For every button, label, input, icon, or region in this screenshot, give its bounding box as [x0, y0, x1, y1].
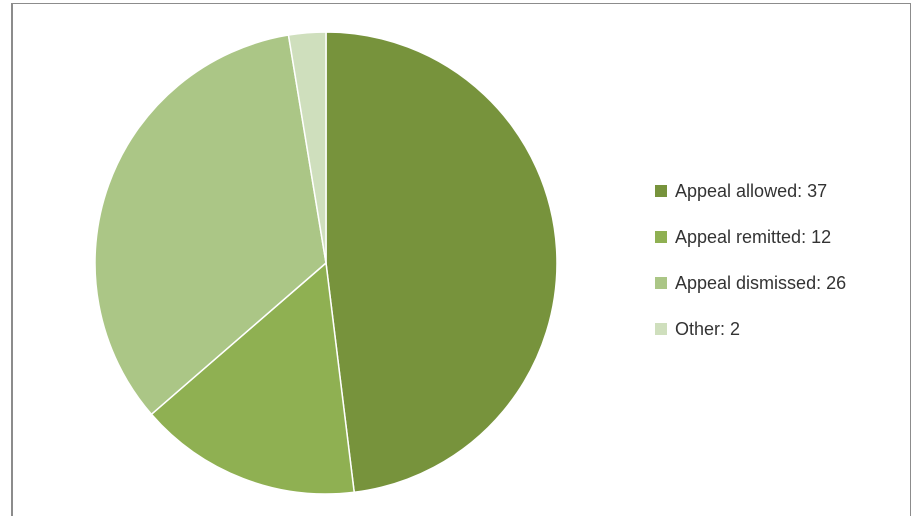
legend-item-other: Other: 2 [655, 318, 846, 340]
legend-swatch-appeal-dismissed [655, 277, 667, 289]
legend-label-appeal-dismissed: Appeal dismissed: 26 [675, 272, 847, 293]
pie-slice-appeal-allowed [325, 31, 558, 494]
pie-slice-appeal-dismissed [94, 34, 327, 416]
legend-item-appeal-remitted: Appeal remitted: 12 [655, 226, 846, 248]
legend-swatch-appeal-remitted [655, 231, 667, 243]
legend: Appeal allowed: 37 Appeal remitted: 12 A… [655, 180, 846, 364]
legend-swatch-appeal-allowed [655, 185, 667, 197]
pie-slice-other [287, 31, 327, 264]
pie-slice-appeal-remitted [150, 261, 356, 495]
legend-swatch-other [655, 323, 667, 335]
legend-item-appeal-allowed: Appeal allowed: 37 [655, 180, 846, 202]
legend-item-appeal-dismissed: Appeal dismissed: 26 [655, 272, 846, 294]
legend-label-other: Other: 2 [675, 318, 741, 339]
legend-label-appeal-remitted: Appeal remitted: 12 [675, 226, 832, 247]
legend-label-appeal-allowed: Appeal allowed: 37 [675, 180, 828, 201]
